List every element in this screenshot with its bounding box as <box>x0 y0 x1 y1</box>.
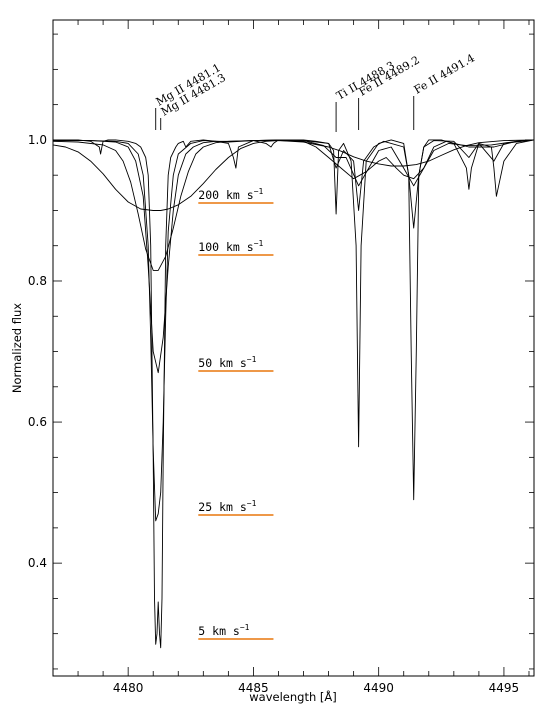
velocity-label-text: 200 km s <box>198 188 253 202</box>
plot-frame <box>52 19 535 677</box>
y-tick-label: 0.6 <box>28 415 47 429</box>
velocity-label-exponent: −1 <box>254 187 264 196</box>
velocity-label: 50 km s−1 <box>198 355 256 370</box>
spectrum-line-100 <box>52 139 535 271</box>
line-id-label: Fe II 4491.4 <box>412 51 477 96</box>
velocity-label: 25 km s−1 <box>198 499 256 514</box>
velocity-label-text: 100 km s <box>198 240 253 254</box>
velocity-label-text: 25 km s <box>198 500 246 514</box>
y-axis-label: Normalized flux <box>10 303 24 393</box>
y-tick-label: 0.4 <box>28 556 47 570</box>
y-tick-label: 1.0 <box>28 133 47 147</box>
x-axis-label: wavelength [Å] <box>249 689 337 704</box>
spectrum-line-50 <box>53 139 535 374</box>
spectrum-line-25 <box>52 139 535 522</box>
velocity-label-text: 50 km s <box>198 356 246 370</box>
spectrum-line-200 <box>52 139 535 211</box>
axis-ticks: 4480 4485 4490 4495 0.4 0.6 0.8 1.0 <box>28 20 534 695</box>
x-tick-label: 4495 <box>489 681 520 695</box>
x-tick-label: 4480 <box>113 681 144 695</box>
velocity-label-exponent: −1 <box>247 499 257 508</box>
line-identifications: Mg II 4481.1Mg II 4481.3 Ti II 4488.3Fe I… <box>154 51 477 132</box>
y-tick-label: 0.8 <box>28 274 47 288</box>
velocity-label: 100 km s−1 <box>198 239 263 254</box>
velocity-label: 5 km s−1 <box>198 623 249 638</box>
velocity-label-exponent: −1 <box>240 623 250 632</box>
x-tick-label: 4485 <box>238 681 269 695</box>
x-tick-label: 4490 <box>363 681 394 695</box>
velocity-label-exponent: −1 <box>254 239 264 248</box>
velocity-label-exponent: −1 <box>247 355 257 364</box>
spectra-series <box>52 139 535 649</box>
velocity-label: 200 km s−1 <box>198 187 263 202</box>
velocity-label-text: 5 km s <box>198 624 240 638</box>
spectrum-line-5 <box>53 139 535 649</box>
